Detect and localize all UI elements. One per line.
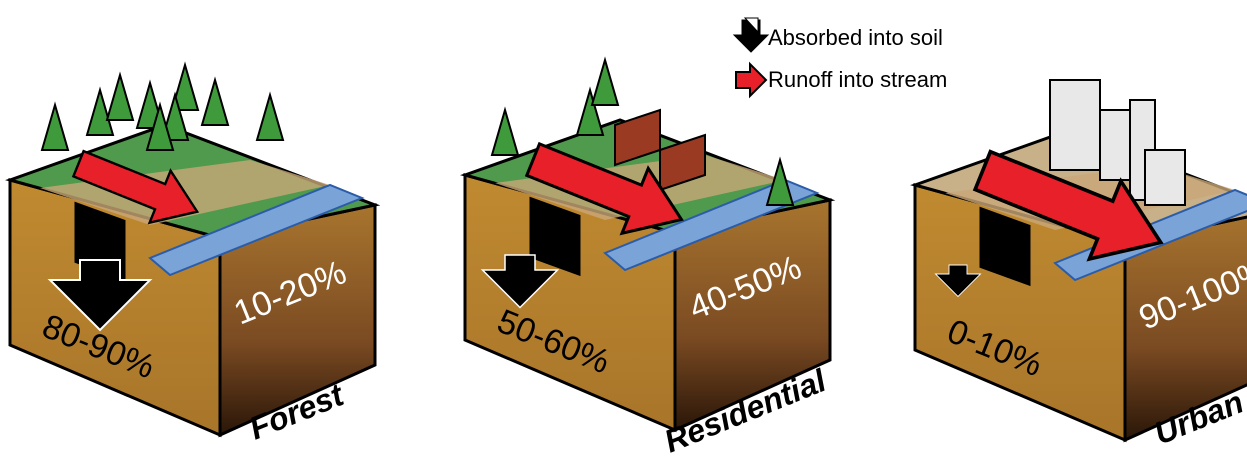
tree bbox=[575, 86, 605, 136]
absorb-block bbox=[529, 196, 581, 277]
block: 80-90%10-20%Forest bbox=[5, 61, 381, 446]
absorbed-arrow bbox=[480, 254, 560, 309]
tree bbox=[590, 56, 620, 106]
tree bbox=[105, 71, 135, 121]
building bbox=[1144, 149, 1186, 206]
stream bbox=[148, 183, 365, 277]
absorbed-arrow bbox=[47, 259, 153, 332]
tree bbox=[85, 86, 115, 136]
tree bbox=[40, 101, 70, 151]
absorbed-arrow bbox=[934, 264, 982, 298]
tree bbox=[255, 91, 285, 141]
tree bbox=[200, 76, 230, 126]
block: 0-10%90-100%Urban bbox=[910, 79, 1247, 451]
absorbed-icon bbox=[732, 19, 770, 53]
runoff-arrow bbox=[972, 149, 1164, 262]
legend-absorbed: Absorbed into soil bbox=[768, 25, 943, 50]
tree bbox=[145, 101, 175, 151]
building bbox=[1049, 79, 1101, 171]
tree bbox=[765, 156, 795, 206]
absorb-block bbox=[979, 206, 1031, 287]
tree bbox=[170, 61, 200, 111]
legend-runoff: Runoff into stream bbox=[768, 67, 947, 92]
absorbed-icon-face bbox=[743, 17, 759, 34]
runoff-arrow bbox=[524, 141, 684, 236]
block: 50-60%40-50%Residential bbox=[460, 56, 836, 459]
runoff-icon bbox=[735, 61, 768, 99]
runoff-arrow bbox=[71, 149, 200, 225]
stream bbox=[603, 178, 820, 272]
house bbox=[659, 133, 706, 192]
tree bbox=[490, 106, 520, 156]
legend: Absorbed into soil Runoff into stream bbox=[732, 17, 947, 99]
tree bbox=[160, 91, 190, 141]
